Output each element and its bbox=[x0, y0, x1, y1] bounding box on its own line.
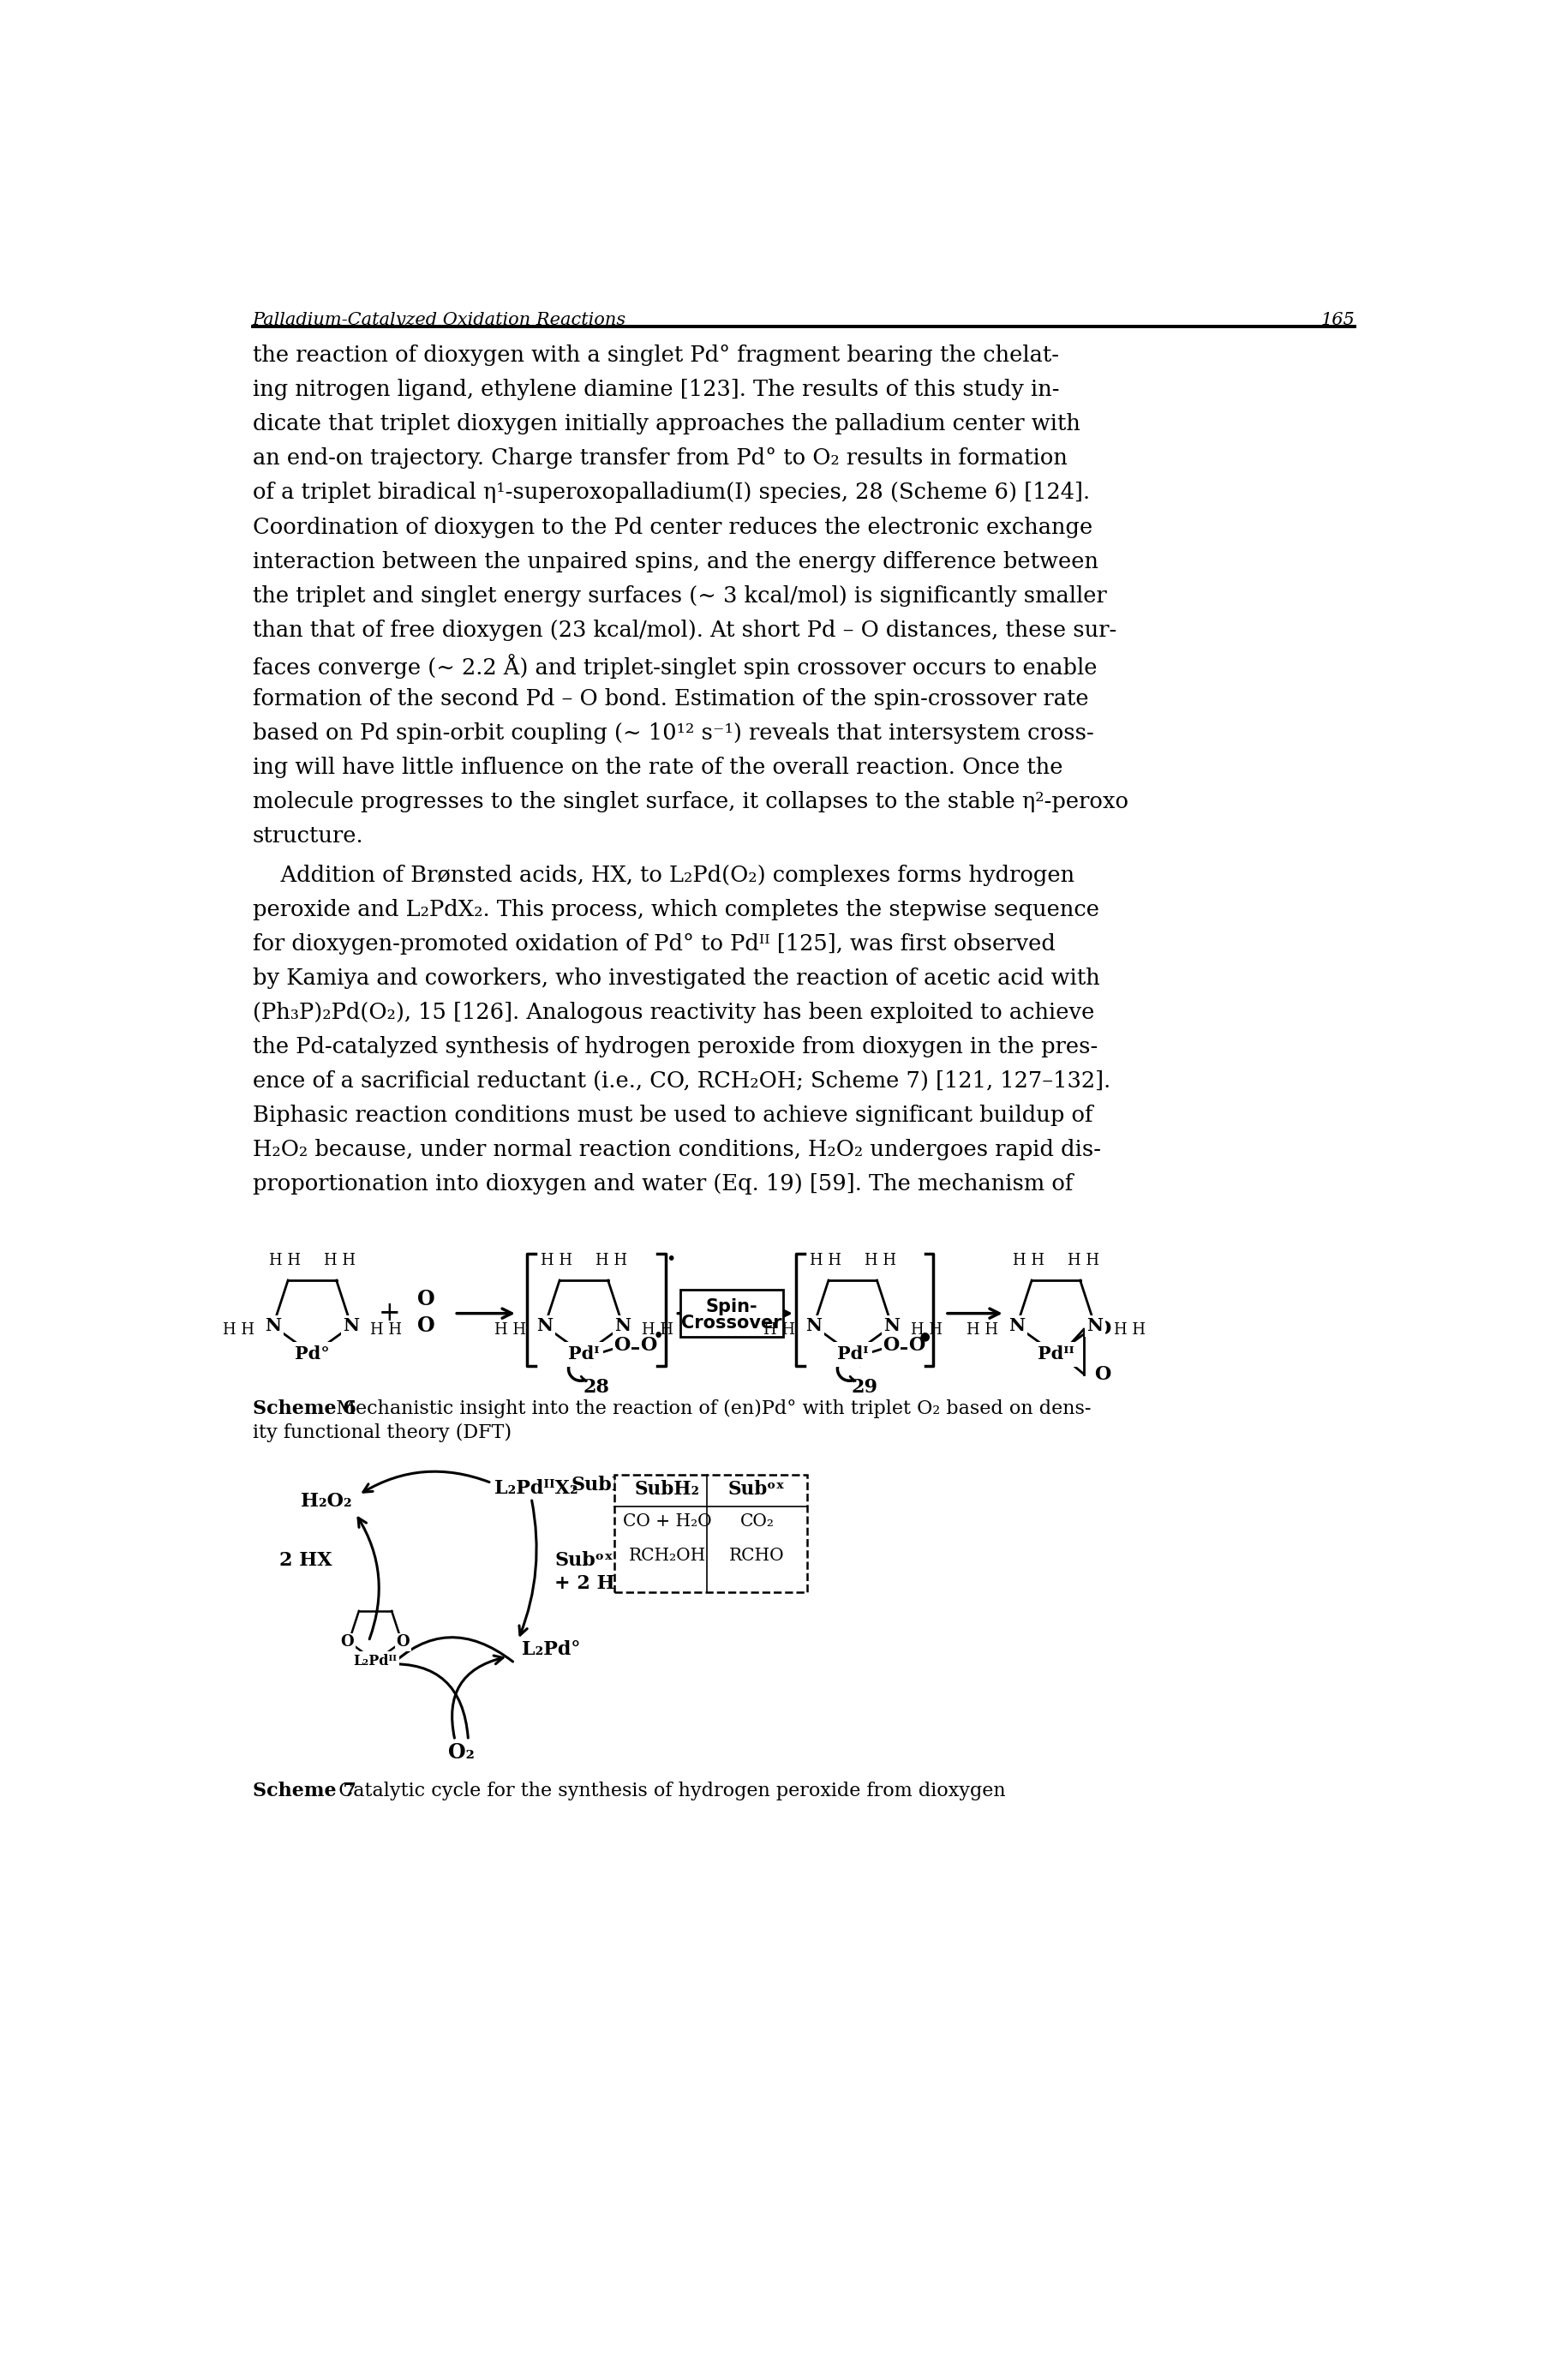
Text: O: O bbox=[615, 1336, 630, 1355]
Text: L₂Pdᴵᴵ: L₂Pdᴵᴵ bbox=[353, 1653, 397, 1669]
Text: the Pd-catalyzed synthesis of hydrogen peroxide from dioxygen in the pres-: the Pd-catalyzed synthesis of hydrogen p… bbox=[252, 1037, 1098, 1058]
Text: of a triplet biradical η¹-superoxopalladium(I) species, 28 (Scheme 6) [124].: of a triplet biradical η¹-superoxopallad… bbox=[252, 483, 1090, 504]
Text: 165: 165 bbox=[1320, 312, 1355, 328]
Text: faces converge (∼ 2.2 Å) and triplet-singlet spin crossover occurs to enable: faces converge (∼ 2.2 Å) and triplet-sin… bbox=[252, 654, 1098, 678]
Text: ence of a sacrificial reductant (i.e., CO, RCH₂OH; Scheme 7) [121, 127–132].: ence of a sacrificial reductant (i.e., C… bbox=[252, 1070, 1110, 1092]
Text: dicate that triplet dioxygen initially approaches the palladium center with: dicate that triplet dioxygen initially a… bbox=[252, 414, 1080, 435]
Text: H H: H H bbox=[1113, 1322, 1145, 1339]
Text: N: N bbox=[1087, 1317, 1104, 1334]
Text: 2 HX: 2 HX bbox=[279, 1550, 332, 1569]
Text: N: N bbox=[884, 1317, 900, 1334]
Text: H H: H H bbox=[809, 1253, 840, 1267]
Text: N: N bbox=[1008, 1317, 1025, 1334]
Text: O: O bbox=[340, 1634, 354, 1650]
Text: molecule progresses to the singlet surface, it collapses to the stable η²-peroxo: molecule progresses to the singlet surfa… bbox=[252, 792, 1127, 813]
Text: O₂: O₂ bbox=[448, 1743, 475, 1762]
Text: O: O bbox=[908, 1336, 925, 1355]
Text: ing nitrogen ligand, ethylene diamine [123]. The results of this study in-: ing nitrogen ligand, ethylene diamine [1… bbox=[252, 378, 1058, 400]
Text: structure.: structure. bbox=[252, 825, 364, 847]
Text: N: N bbox=[265, 1317, 281, 1334]
Text: H₂O₂ because, under normal reaction conditions, H₂O₂ undergoes rapid dis-: H₂O₂ because, under normal reaction cond… bbox=[252, 1139, 1101, 1160]
Text: N: N bbox=[806, 1317, 822, 1334]
Text: H H: H H bbox=[268, 1253, 301, 1267]
Text: L₂Pd°: L₂Pd° bbox=[522, 1641, 580, 1660]
Text: +: + bbox=[379, 1301, 401, 1327]
Text: CO₂: CO₂ bbox=[740, 1512, 775, 1529]
Text: O: O bbox=[883, 1336, 900, 1355]
Text: for dioxygen-promoted oxidation of Pd° to Pdᴵᴵ [125], was first observed: for dioxygen-promoted oxidation of Pd° t… bbox=[252, 932, 1055, 956]
Text: Palladium-Catalyzed Oxidation Reactions: Palladium-Catalyzed Oxidation Reactions bbox=[252, 312, 626, 328]
Text: O: O bbox=[417, 1315, 436, 1336]
Text: H H: H H bbox=[864, 1253, 895, 1267]
Text: Subᵒˣ: Subᵒˣ bbox=[728, 1481, 786, 1498]
Text: H H: H H bbox=[223, 1322, 254, 1339]
Text: Pdᴵ: Pdᴵ bbox=[568, 1346, 599, 1363]
Text: than that of free dioxygen (23 kcal/mol). At short Pd – O distances, these sur-: than that of free dioxygen (23 kcal/mol)… bbox=[252, 618, 1116, 640]
Text: + 2 HX: + 2 HX bbox=[555, 1574, 630, 1593]
Text: Mechanistic insight into the reaction of (en)Pd° with triplet O₂ based on dens-: Mechanistic insight into the reaction of… bbox=[325, 1398, 1091, 1417]
Text: RCHO: RCHO bbox=[729, 1548, 784, 1565]
Circle shape bbox=[920, 1334, 930, 1341]
Text: L₂PdᴵᴵX₂: L₂PdᴵᴵX₂ bbox=[495, 1479, 579, 1498]
FancyBboxPatch shape bbox=[681, 1289, 782, 1336]
Text: H H: H H bbox=[1013, 1253, 1044, 1267]
Text: Scheme 7: Scheme 7 bbox=[252, 1781, 356, 1800]
Text: Pd°: Pd° bbox=[295, 1346, 329, 1363]
Text: peroxide and L₂PdX₂. This process, which completes the stepwise sequence: peroxide and L₂PdX₂. This process, which… bbox=[252, 899, 1099, 920]
Text: N: N bbox=[615, 1317, 632, 1334]
Text: H H: H H bbox=[325, 1253, 356, 1267]
Text: CO + H₂O: CO + H₂O bbox=[622, 1512, 712, 1529]
Text: O: O bbox=[397, 1634, 409, 1650]
Text: ing will have little influence on the rate of the overall reaction. Once the: ing will have little influence on the ra… bbox=[252, 756, 1063, 778]
Text: N: N bbox=[343, 1317, 359, 1334]
Text: H H: H H bbox=[641, 1322, 673, 1339]
Text: proportionation into dioxygen and water (Eq. 19) [59]. The mechanism of: proportionation into dioxygen and water … bbox=[252, 1172, 1073, 1194]
Text: by Kamiya and coworkers, who investigated the reaction of acetic acid with: by Kamiya and coworkers, who investigate… bbox=[252, 968, 1099, 989]
Text: interaction between the unpaired spins, and the energy difference between: interaction between the unpaired spins, … bbox=[252, 552, 1098, 573]
Text: O: O bbox=[641, 1336, 657, 1355]
Text: H H: H H bbox=[1068, 1253, 1099, 1267]
Text: an end-on trajectory. Charge transfer from Pd° to O₂ results in formation: an end-on trajectory. Charge transfer fr… bbox=[252, 447, 1068, 468]
Text: SubH₂: SubH₂ bbox=[571, 1474, 638, 1493]
Text: Coordination of dioxygen to the Pd center reduces the electronic exchange: Coordination of dioxygen to the Pd cente… bbox=[252, 516, 1093, 537]
Text: H₂O₂: H₂O₂ bbox=[301, 1491, 353, 1510]
Text: the reaction of dioxygen with a singlet Pd° fragment bearing the chelat-: the reaction of dioxygen with a singlet … bbox=[252, 345, 1058, 366]
Text: RCH₂OH: RCH₂OH bbox=[629, 1548, 706, 1565]
FancyBboxPatch shape bbox=[615, 1474, 808, 1593]
Text: Pdᴵᴵ: Pdᴵᴵ bbox=[1038, 1346, 1074, 1363]
Text: Spin-: Spin- bbox=[706, 1298, 757, 1315]
Text: Addition of Brønsted acids, HX, to L₂Pd(O₂) complexes forms hydrogen: Addition of Brønsted acids, HX, to L₂Pd(… bbox=[252, 866, 1074, 887]
Text: H H: H H bbox=[966, 1322, 999, 1339]
Text: SubH₂: SubH₂ bbox=[635, 1481, 699, 1498]
Text: •: • bbox=[652, 1327, 663, 1346]
Text: formation of the second Pd – O bond. Estimation of the spin-crossover rate: formation of the second Pd – O bond. Est… bbox=[252, 687, 1088, 709]
Text: O: O bbox=[1094, 1365, 1112, 1384]
Text: H H: H H bbox=[911, 1322, 942, 1339]
Text: •: • bbox=[666, 1251, 676, 1267]
Text: Crossover: Crossover bbox=[681, 1315, 782, 1332]
Text: Scheme 6: Scheme 6 bbox=[252, 1398, 356, 1417]
Text: Catalytic cycle for the synthesis of hydrogen peroxide from dioxygen: Catalytic cycle for the synthesis of hyd… bbox=[326, 1781, 1007, 1800]
Text: H H: H H bbox=[494, 1322, 525, 1339]
Text: H H: H H bbox=[764, 1322, 795, 1339]
Text: based on Pd spin-orbit coupling (∼ 10¹² s⁻¹) reveals that intersystem cross-: based on Pd spin-orbit coupling (∼ 10¹² … bbox=[252, 723, 1093, 744]
Text: 28: 28 bbox=[583, 1379, 610, 1396]
Text: Biphasic reaction conditions must be used to achieve significant buildup of: Biphasic reaction conditions must be use… bbox=[252, 1106, 1093, 1127]
Text: the triplet and singlet energy surfaces (∼ 3 kcal/mol) is significantly smaller: the triplet and singlet energy surfaces … bbox=[252, 585, 1107, 606]
Text: Pdᴵ: Pdᴵ bbox=[837, 1346, 869, 1363]
Text: O: O bbox=[1094, 1320, 1112, 1339]
Text: Subᵒˣ: Subᵒˣ bbox=[555, 1550, 613, 1569]
Text: H H: H H bbox=[541, 1253, 572, 1267]
Text: O: O bbox=[417, 1289, 436, 1310]
Text: (Ph₃P)₂Pd(O₂), 15 [126]. Analogous reactivity has been exploited to achieve: (Ph₃P)₂Pd(O₂), 15 [126]. Analogous react… bbox=[252, 1001, 1094, 1023]
Text: H H: H H bbox=[370, 1322, 401, 1339]
Text: ity functional theory (DFT): ity functional theory (DFT) bbox=[252, 1422, 511, 1441]
Text: N: N bbox=[536, 1317, 554, 1334]
Text: H H: H H bbox=[596, 1253, 627, 1267]
Text: 29: 29 bbox=[851, 1379, 878, 1396]
